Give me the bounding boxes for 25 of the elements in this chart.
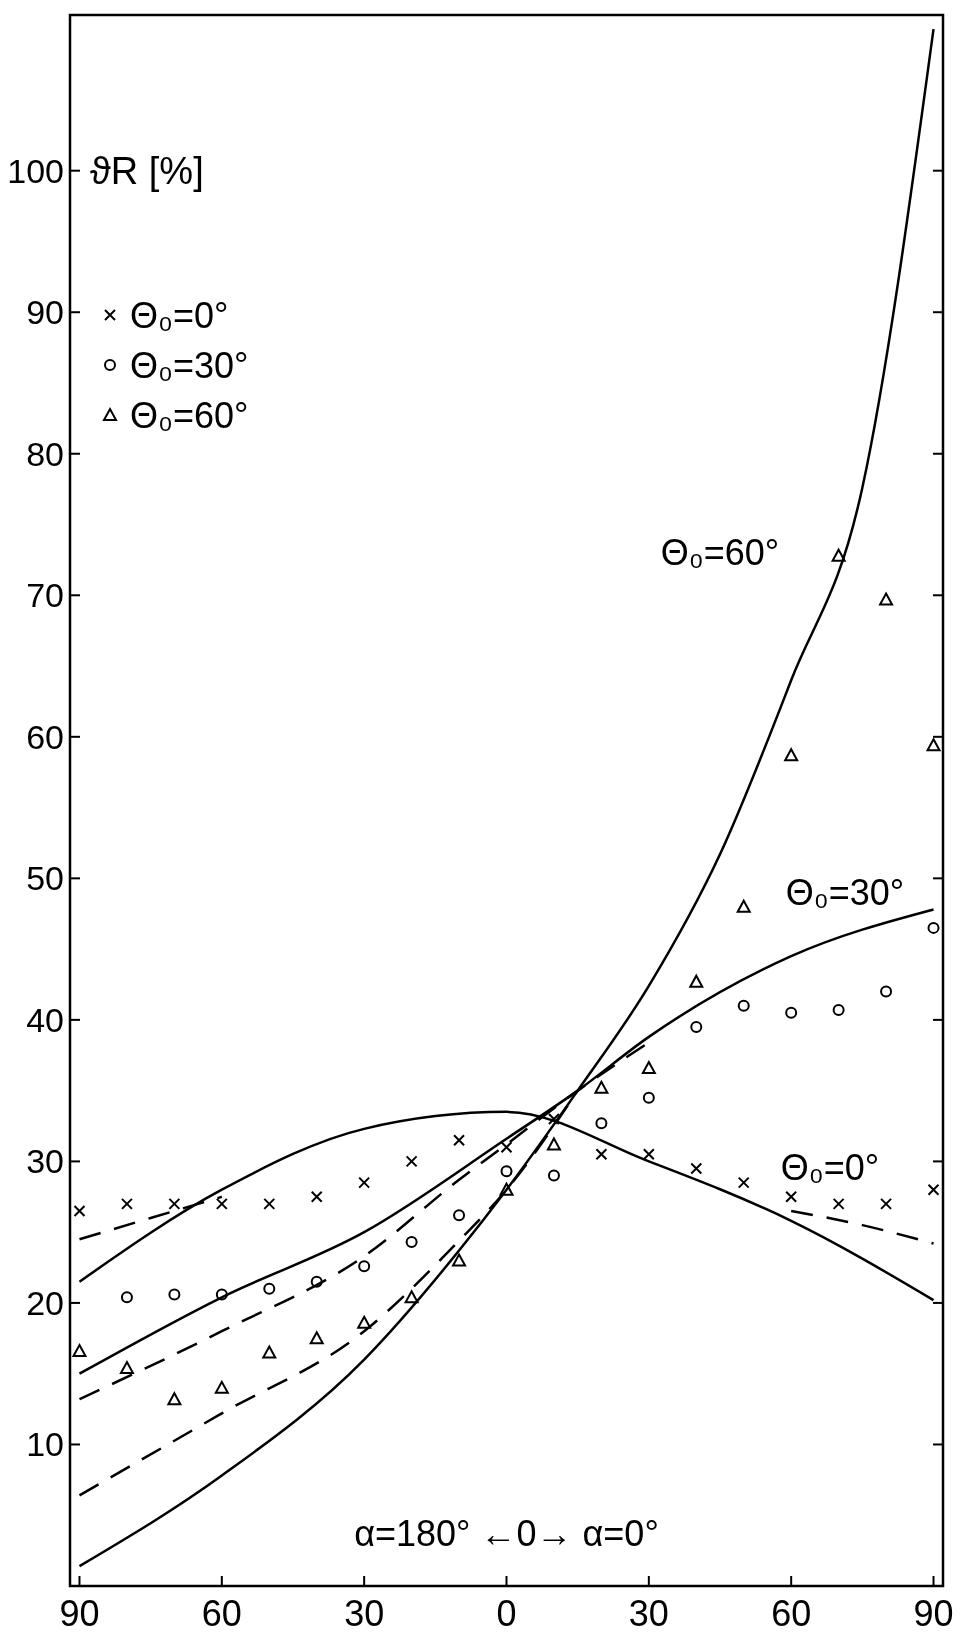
- x-tick-label: 90: [913, 1593, 954, 1634]
- y-tick-label: 10: [26, 1425, 64, 1464]
- y-tick-label: 80: [26, 434, 64, 473]
- y-tick-label: 30: [26, 1142, 64, 1181]
- annotation: Θ₀=60°: [660, 532, 780, 573]
- x-tick-label: 0: [496, 1593, 517, 1634]
- annotation: Θ₀=0°: [780, 1147, 880, 1188]
- y-axis-title: ϑR [%]: [90, 149, 204, 192]
- legend-label: Θ₀=30°: [130, 344, 249, 386]
- x-tick-label: 30: [344, 1593, 385, 1634]
- annotation: α=180° ←0→ α=0°: [354, 1513, 659, 1554]
- x-tick-label: 30: [628, 1593, 669, 1634]
- legend-label: Θ₀=0°: [130, 294, 229, 336]
- x-tick-label: 90: [59, 1593, 100, 1634]
- y-tick-label: 100: [7, 151, 64, 190]
- y-tick-label: 40: [26, 1000, 64, 1039]
- y-tick-label: 20: [26, 1283, 64, 1322]
- y-tick-label: 90: [26, 293, 64, 332]
- y-tick-label: 60: [26, 717, 64, 756]
- y-tick-label: 70: [26, 576, 64, 615]
- annotation: Θ₀=30°: [785, 872, 905, 913]
- x-tick-label: 60: [201, 1593, 242, 1634]
- legend-label: Θ₀=60°: [130, 394, 249, 436]
- x-tick-label: 60: [771, 1593, 812, 1634]
- y-tick-label: 50: [26, 859, 64, 898]
